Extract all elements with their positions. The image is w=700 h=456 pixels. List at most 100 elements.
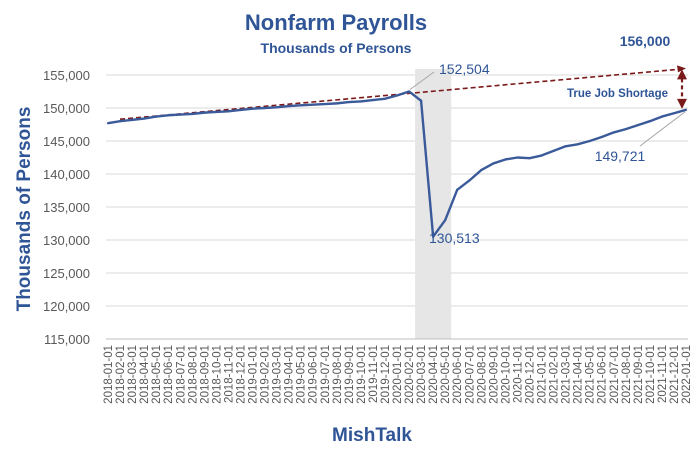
y-tick-label: 115,000 <box>44 332 90 347</box>
x-tick-label: 2020-05-01 <box>440 345 452 404</box>
data-point <box>155 115 158 118</box>
x-tick-label: 2021-09-01 <box>633 345 645 404</box>
last-value-annotation: 149,721 <box>595 148 646 164</box>
data-point <box>600 135 603 139</box>
data-point <box>323 102 326 106</box>
last-leader-line <box>639 111 686 147</box>
x-tick-label: 2018-03-01 <box>127 345 139 404</box>
data-point <box>528 157 531 160</box>
x-tick-label: 2018-08-01 <box>187 345 199 404</box>
job-shortage-annotation: True Job Shortage <box>567 88 668 100</box>
x-tick-label: 2019-12-01 <box>380 345 392 404</box>
peak-leader-line <box>409 71 435 90</box>
data-point <box>118 120 122 123</box>
x-tick-label: 2018-06-01 <box>163 345 175 404</box>
x-tick-label: 2019-07-01 <box>320 345 332 404</box>
data-point <box>407 90 411 93</box>
data-point <box>359 100 362 103</box>
data-point <box>347 100 350 104</box>
data-point <box>660 115 664 118</box>
x-tick-labels: 2018-01-01 2018-02-01 2018-03-01 2018-04-01… <box>103 345 693 404</box>
x-tick-label: 2018-07-01 <box>175 345 187 404</box>
data-point <box>564 145 567 148</box>
x-tick-label: 2020-02-01 <box>404 345 416 404</box>
recession-shade <box>415 69 452 339</box>
data-point <box>263 106 266 110</box>
data-point <box>480 168 483 172</box>
data-point <box>419 99 423 102</box>
y-tick-label: 150,000 <box>43 101 90 116</box>
trend-line-group <box>119 65 687 147</box>
data-point <box>672 112 676 115</box>
data-point <box>239 108 242 112</box>
x-tick-label: 2019-02-01 <box>260 345 272 404</box>
x-tick-label: 2019-01-01 <box>248 345 260 404</box>
data-point <box>444 219 447 222</box>
x-axis-label: MishTalk <box>332 425 412 446</box>
x-tick-label: 2021-01-01 <box>537 345 549 404</box>
x-tick-label: 2018-09-01 <box>199 345 211 404</box>
y-tick-label: 145,000 <box>43 134 90 149</box>
y-axis-label: Thousands of Persons <box>14 107 35 312</box>
y-tick-label: 130,000 <box>43 233 90 248</box>
peak-annotation: 152,504 <box>439 61 490 77</box>
data-point <box>215 110 218 114</box>
x-tick-label: 2021-07-01 <box>609 345 621 404</box>
x-tick-label: 2019-06-01 <box>308 345 320 404</box>
x-tick-label: 2018-04-01 <box>139 345 151 404</box>
data-point <box>275 106 278 109</box>
chart-subtitle: Thousands of Persons <box>261 40 412 56</box>
data-point <box>335 102 338 105</box>
data-point <box>371 98 375 102</box>
trough-annotation: 130,513 <box>429 230 480 246</box>
y-tick-label: 120,000 <box>43 299 90 314</box>
data-point <box>516 156 519 159</box>
data-point <box>456 188 459 191</box>
data-point <box>106 122 110 125</box>
x-tick-label: 2022-01-01 <box>681 345 693 404</box>
x-tick-label: 2021-02-01 <box>549 345 561 404</box>
x-tick-label: 2021-04-01 <box>573 345 585 404</box>
data-point <box>588 139 591 143</box>
y-tick-label: 155,000 <box>43 68 90 83</box>
data-point <box>576 143 579 146</box>
x-tick-label: 2018-01-01 <box>103 345 115 404</box>
x-tick-label: 2018-02-01 <box>115 345 127 404</box>
shortage-arrow-top <box>677 69 687 80</box>
data-point <box>504 158 507 161</box>
data-points <box>106 90 688 238</box>
x-tick-label: 2021-05-01 <box>585 345 597 404</box>
x-tick-label: 2019-11-01 <box>368 345 380 403</box>
data-point <box>311 103 314 106</box>
data-point <box>684 108 688 111</box>
data-point <box>179 113 182 116</box>
data-point <box>203 111 206 114</box>
x-tick-label: 2020-08-01 <box>476 345 488 404</box>
data-point <box>287 104 290 108</box>
target-annotation: 156,000 <box>620 33 671 49</box>
series-line <box>107 90 687 238</box>
shaded-period <box>415 69 452 339</box>
data-point <box>143 117 146 120</box>
data-point <box>227 110 230 113</box>
x-tick-label: 2021-11-01 <box>657 345 669 403</box>
x-tick-label: 2019-08-01 <box>332 345 344 404</box>
x-tick-label: 2019-05-01 <box>296 345 308 404</box>
x-tick-label: 2021-03-01 <box>561 345 573 404</box>
x-tick-label: 2020-07-01 <box>464 345 476 404</box>
trend-arrowhead <box>677 65 686 73</box>
data-point <box>432 235 435 238</box>
x-tick-label: 2021-10-01 <box>645 345 657 404</box>
x-tick-label: 2020-03-01 <box>416 345 428 404</box>
x-tick-label: 2020-11-01 <box>512 345 524 403</box>
data-point <box>648 120 651 123</box>
x-tick-label: 2020-09-01 <box>488 345 500 404</box>
x-tick-label: 2020-06-01 <box>452 345 464 404</box>
x-tick-label: 2020-04-01 <box>428 345 440 404</box>
chart-title: Nonfarm Payrolls <box>245 10 427 35</box>
data-point <box>468 179 471 182</box>
y-tick-label: 140,000 <box>43 167 90 182</box>
data-point <box>167 114 170 117</box>
x-tick-label: 2018-05-01 <box>151 345 163 404</box>
data-point <box>492 162 495 165</box>
